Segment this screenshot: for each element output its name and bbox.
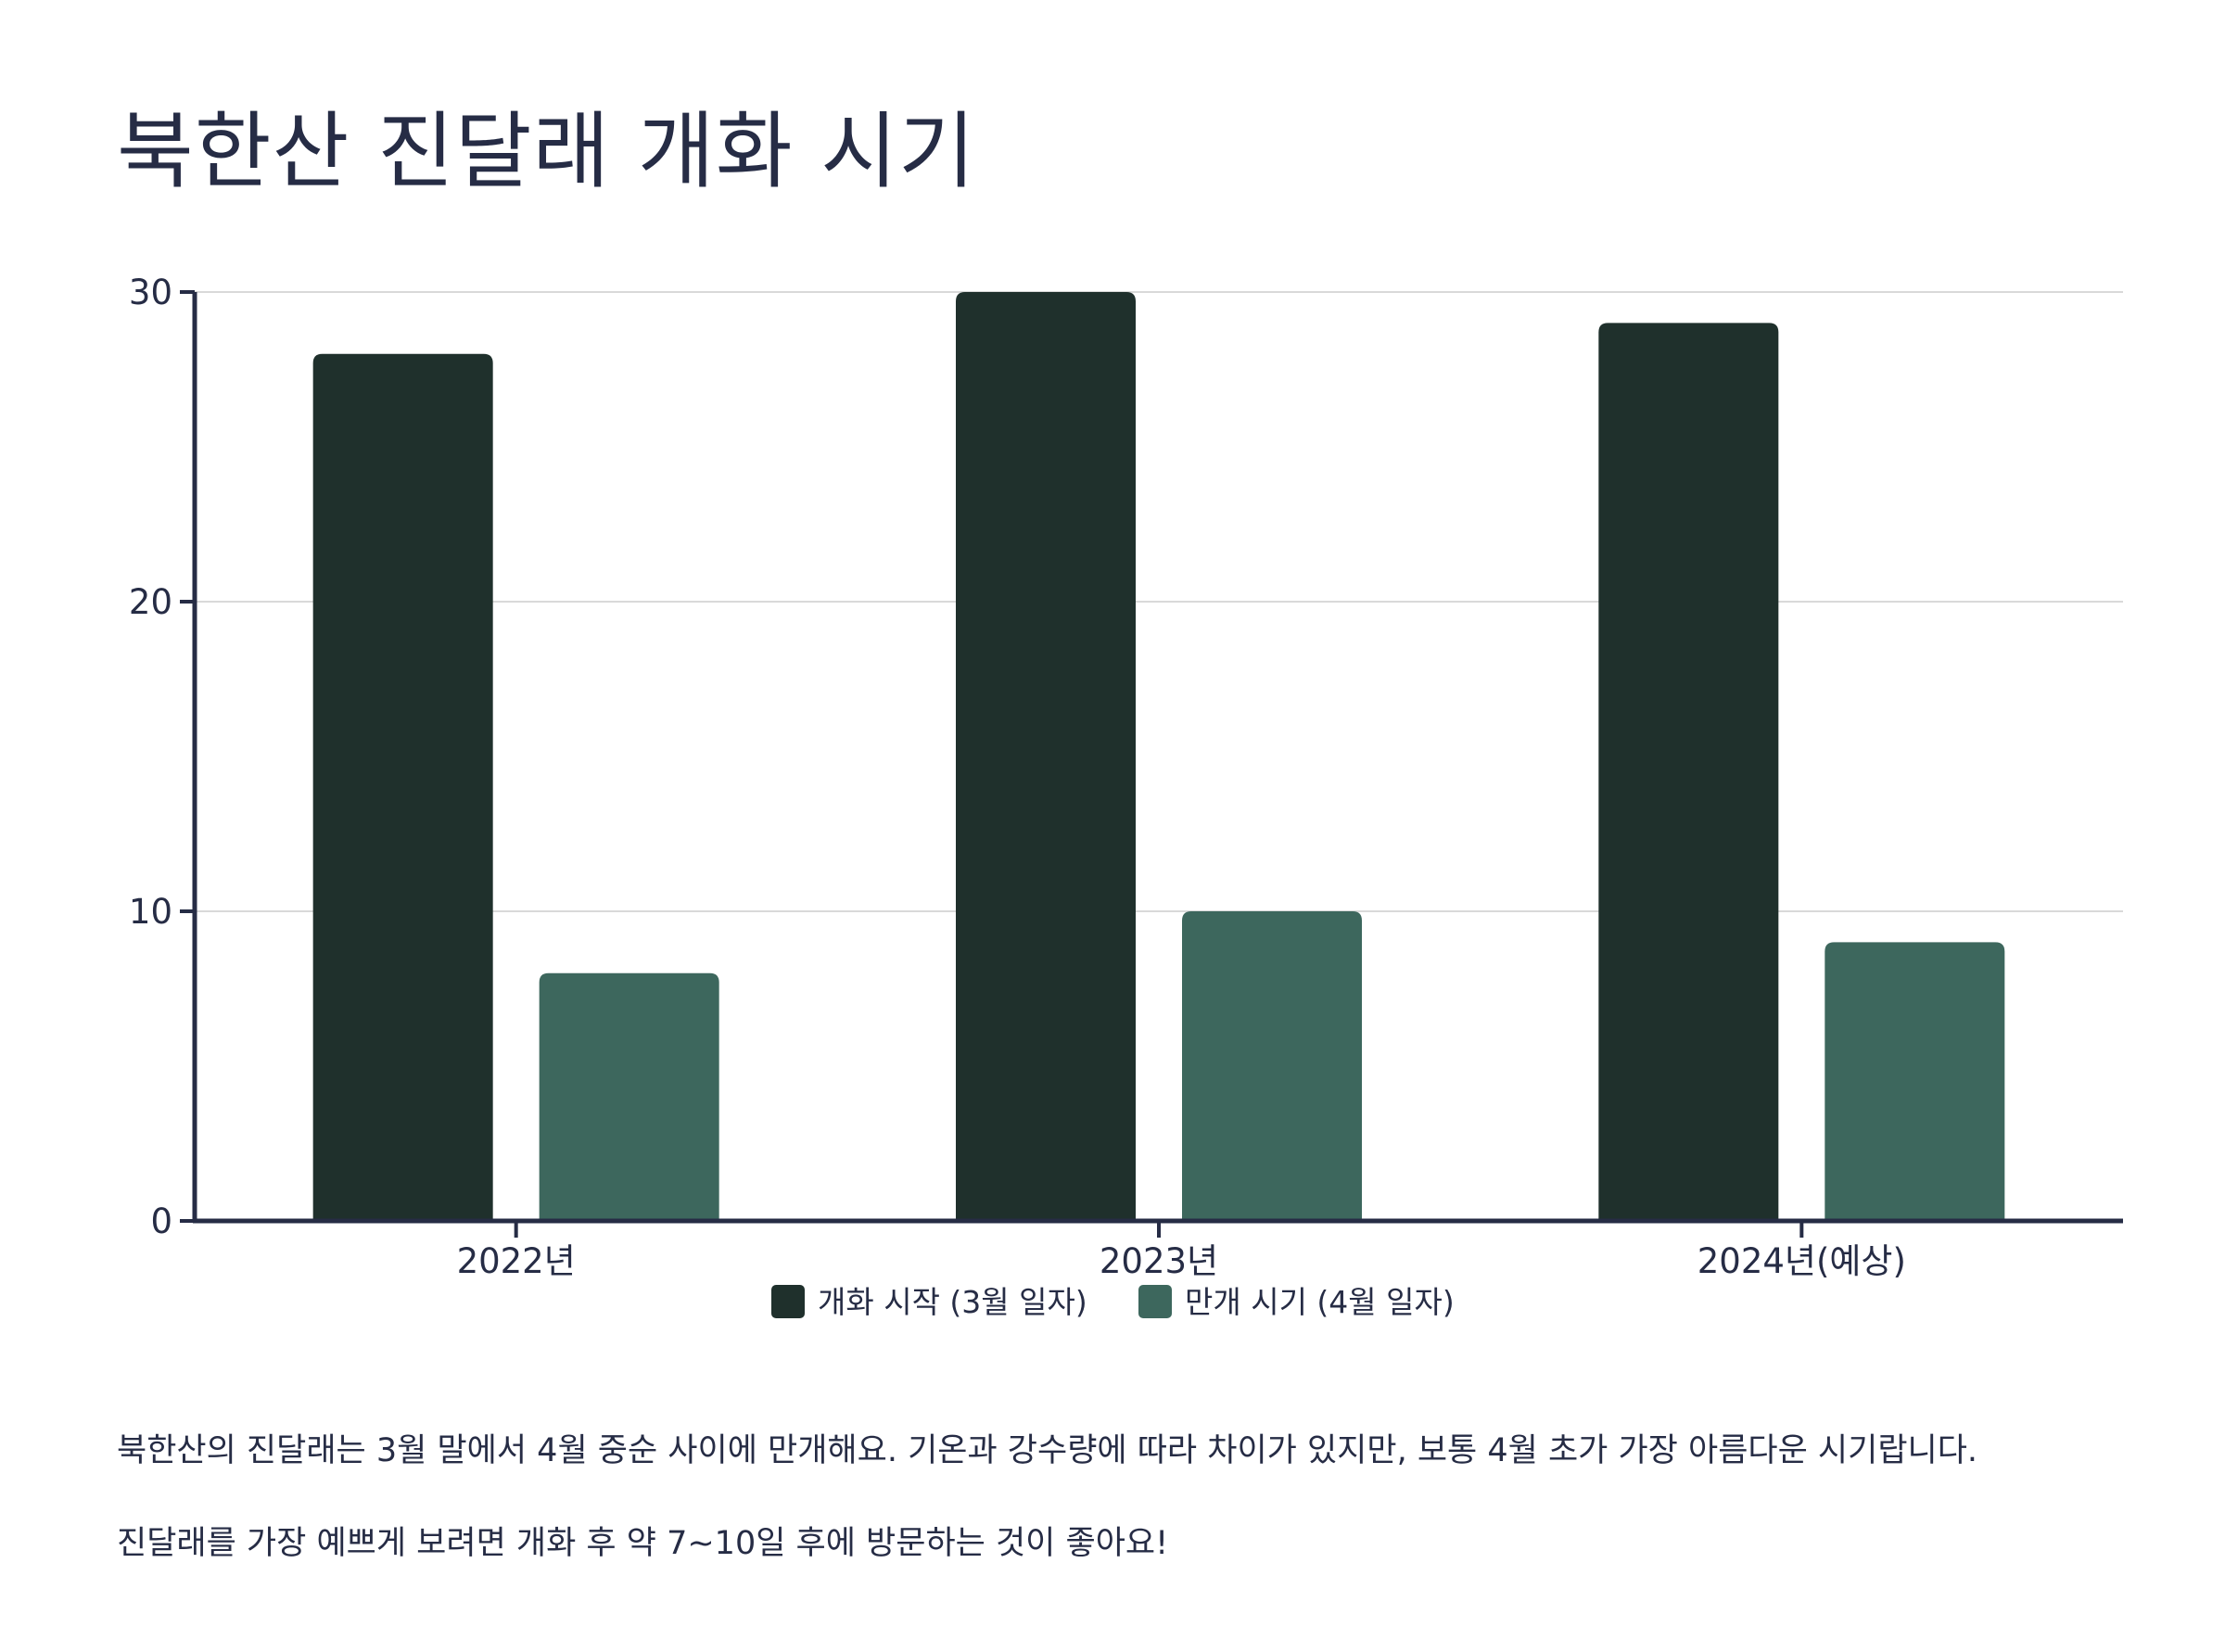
x-tick-label: 2023년	[1100, 1241, 1218, 1281]
chart-note-1: 북한산의 진달래는 3월 말에서 4월 중순 사이에 만개해요. 기온과 강수량…	[117, 1424, 1977, 1471]
y-axis-ticks: 0 10 20 30	[129, 273, 195, 1241]
bar-chart: 0 10 20 30 2022년 2023년 2024년(예상) 개화 시작 (3월 일자…	[0, 0, 2225, 1335]
y-tick-label: 30	[129, 273, 172, 312]
legend: 개화 시작 (3월 일자) 만개 시기 (4월 일자)	[771, 1284, 1455, 1320]
bar-full-bloom-1	[1182, 911, 1362, 1221]
legend-label: 만개 시기 (4월 일자)	[1185, 1284, 1455, 1320]
bar-bloom-start-1	[956, 292, 1136, 1221]
legend-swatch	[1138, 1285, 1172, 1318]
x-tick-label: 2022년	[457, 1241, 576, 1281]
y-tick-label: 20	[129, 582, 172, 622]
legend-swatch	[771, 1285, 805, 1318]
y-tick-label: 0	[150, 1201, 172, 1241]
chart-note-2: 진달래를 가장 예쁘게 보려면 개화 후 약 7~10일 후에 방문하는 것이 …	[117, 1517, 1168, 1564]
bar-full-bloom-0	[540, 973, 719, 1221]
legend-label: 개화 시작 (3월 일자)	[818, 1284, 1087, 1320]
bar-bloom-start-2	[1598, 323, 1778, 1221]
y-tick-label: 10	[129, 892, 172, 932]
x-tick-label: 2024년(예상)	[1697, 1241, 1906, 1281]
x-axis-ticks: 2022년 2023년 2024년(예상)	[457, 1221, 1906, 1281]
bar-bloom-start-0	[313, 354, 493, 1221]
bars	[313, 292, 2005, 1221]
bar-full-bloom-2	[1824, 942, 2004, 1221]
